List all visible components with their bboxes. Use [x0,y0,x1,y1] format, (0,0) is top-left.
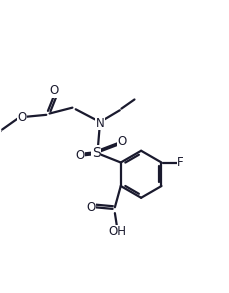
Text: N: N [95,117,104,130]
Text: S: S [92,146,100,160]
Text: O: O [50,84,59,97]
Text: OH: OH [108,225,126,238]
Text: O: O [86,201,95,214]
Text: O: O [117,135,126,148]
Text: O: O [17,111,26,124]
Text: F: F [176,156,183,169]
Text: O: O [75,149,84,163]
